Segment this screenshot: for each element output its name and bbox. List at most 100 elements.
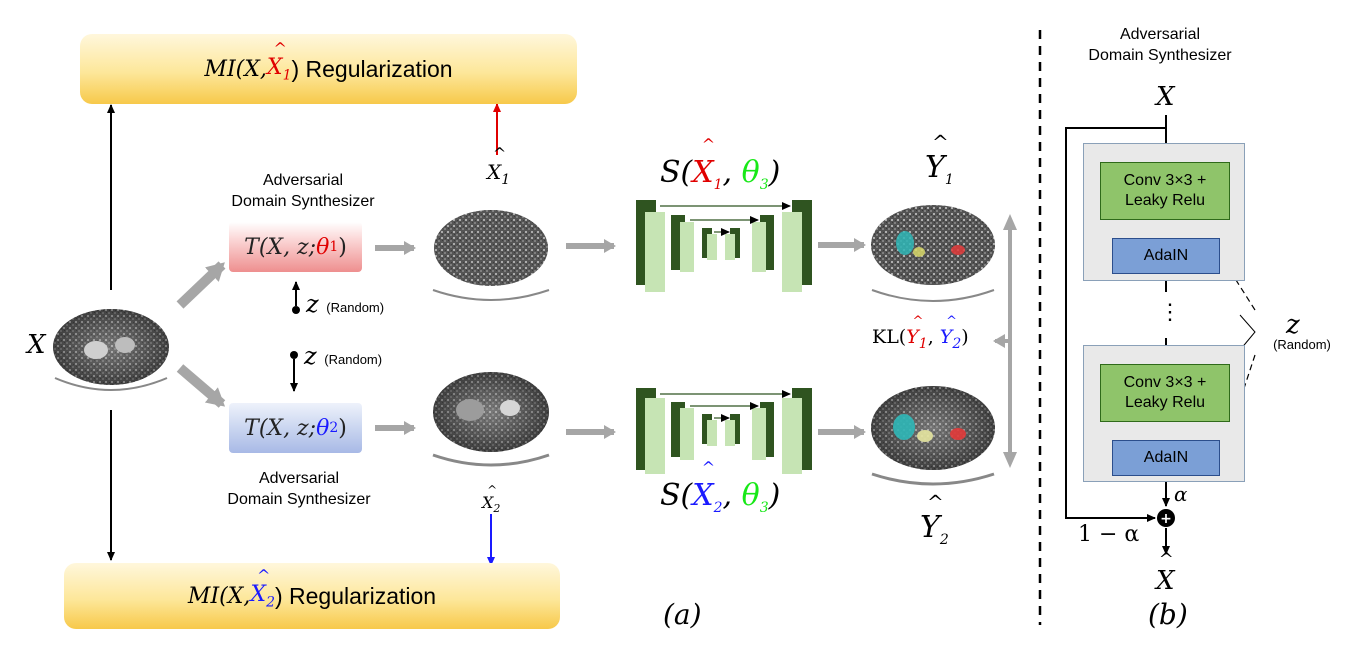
y1-sym: Y [925,150,945,185]
kl-mid: , [927,326,940,348]
seg-top-theta: θ [741,155,760,190]
kl-label: KL(Y ^ 1, Y ^ 2) [872,314,969,352]
synth2-theta: θ [316,415,330,441]
panel-b-input-x: X [1156,82,1175,112]
synth2-text-a: T(X, z; [244,415,317,441]
reg-top-prefix: MI(X, [204,56,267,82]
x1hat-hat: ^ [492,144,507,163]
synth-label-top: Adversarial Domain Synthesizer [231,172,375,210]
synthesizer-2: T(X, z; θ 2) [229,403,362,453]
seg-bot-sym: X [692,478,714,513]
synth2-sub: 2 [329,420,339,436]
seg-bot-b: ) [768,478,781,513]
synth1-text-a: T(X, z; [244,234,317,260]
z-dot-top [292,306,300,314]
kl-y2-sym: Y [939,326,953,348]
seg-bot-mid: , [722,478,742,513]
z-top-sym: z [306,290,319,318]
seg-bot-hat: ^ [701,458,716,477]
output-sym: X [1156,566,1175,596]
ct-image-synth1 [432,210,550,301]
reg-bot-suffix: ) Regularization [274,582,437,609]
adain-block-1: AdaIN [1112,238,1220,274]
seg-top-b: ) [768,155,781,190]
kl-arrowhead-bot [1003,452,1017,468]
seg-top-sym: X [692,155,714,190]
x2hat-sym: X [482,493,494,512]
kl-arrowhead-top [1003,214,1017,230]
seg-top-tsub: 3 [759,177,769,193]
synth2-text-b: ) [338,415,347,441]
z-bot-random: (Random) [324,352,383,367]
ct-seg-2 [871,386,995,486]
alpha-label: α [1174,482,1188,506]
unet-top [636,200,812,292]
unet-bottom [636,388,812,474]
z-top-random: (Random) [326,300,385,315]
reg-top-xhat: X ^ 1 [266,40,292,83]
ct-image-input [53,309,169,391]
reg-bot-xhat: X ^ 2 [250,567,275,611]
kl-y2-hat: ^ [946,314,957,329]
seg-bot-a: S( [660,478,693,513]
input-x-label: X [27,330,46,360]
seg-top-sub: 1 [713,177,723,193]
y1-hat: ^ [931,130,949,154]
sum-plus: + [1160,511,1172,527]
reg-bot-sym: X [250,581,267,607]
synth-label-bottom: Adversarial Domain Synthesizer [227,470,371,508]
y2-label: Y ^ 2 [920,492,949,548]
x1hat-sub: 1 [501,172,511,188]
kl-y2: Y ^ 2 [939,314,962,352]
z-label-top: z (Random) [306,290,384,318]
y2-hat: ^ [926,490,944,514]
arrow-x-to-synth1 [176,261,226,309]
kl-a: KL( [872,326,907,348]
ct-seg-1 [871,205,995,302]
z-dot-bot [290,351,298,359]
arrow-x-to-synth2 [176,364,226,408]
y2-sym: Y [920,510,940,545]
panel-b-random: (Random) [1273,337,1331,352]
kl-b: ) [961,326,969,348]
x2hat-sub: 2 [493,502,501,516]
mi-regularization-bottom: MI(X, X ^ 2 ) Regularization [64,563,560,629]
x2hat-label: X ^ 2 [482,483,501,516]
reg-top-sym: X [266,54,283,80]
x1hat-label: X ^ 1 [487,146,511,189]
caption-a: (a) [663,598,702,631]
kl-y1-sub: 1 [918,335,928,352]
y1-label: Y ^ 1 [925,132,954,188]
output-hat: ^ [1158,549,1174,570]
panel-b-dots: ⋮ [1159,300,1181,325]
reg-bot-sub: 2 [266,594,275,611]
seg-top-hat: ^ [701,135,716,154]
seg-label-bottom: S(X ^ 2, θ3) [660,460,781,517]
z-bracket [1239,314,1256,351]
seg-bot-xhat: X ^ 2 [692,460,722,517]
reg-top-hat: ^ [273,38,287,58]
seg-bot-theta: θ [741,478,760,513]
reg-bot-prefix: MI(X, [187,583,251,609]
panel-b-title: Adversarial Domain Synthesizer [1088,26,1232,64]
kl-y1: Y ^ 1 [906,314,928,352]
kl-y1-hat: ^ [912,314,924,329]
seg-top-xhat: X ^ 1 [692,137,723,194]
panel-b-output-xhat: X ^ [1156,551,1175,597]
ct-image-synth2 [432,372,550,467]
z-label-bottom: z (Random) [304,342,382,370]
one-minus-alpha-label: 1 − α [1078,522,1140,547]
adain-block-2: AdaIN [1112,440,1220,476]
kl-y2-sub: 2 [952,335,962,352]
mi-regularization-top: MI(X, X ^ 1 ) Regularization [80,34,577,104]
seg-bot-tsub: 3 [759,500,769,516]
x2hat-hat: ^ [487,483,498,497]
panel-b-z: z [1286,310,1300,340]
sum-node [1157,509,1175,527]
synth1-sub: 1 [329,239,339,255]
conv-block-1: Conv 3×3 + Leaky Relu [1100,162,1230,220]
reg-bot-hat: ^ [256,565,271,585]
synthesizer-1: T(X, z; θ 1) [229,222,362,272]
seg-top-a: S( [660,155,693,190]
